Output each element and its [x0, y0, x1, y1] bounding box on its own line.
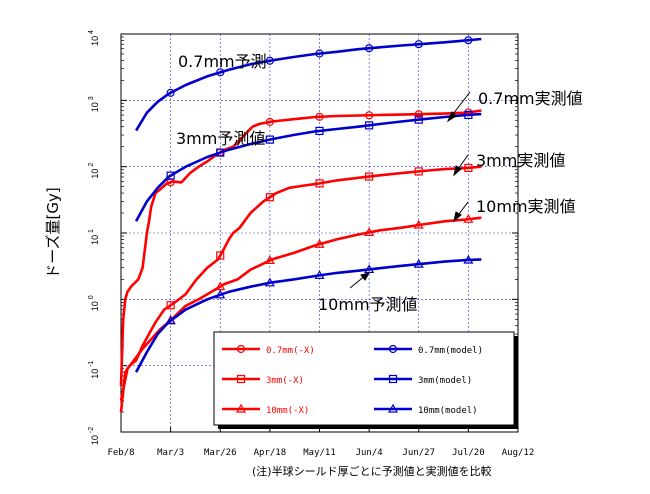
x-tick-label: May/11 — [303, 448, 336, 458]
y-tick-base: 10 — [90, 102, 100, 112]
y-tick-exponent: 2 — [88, 163, 95, 169]
y-tick-exponent: 0 — [88, 295, 95, 301]
series-3 — [136, 111, 481, 221]
y-tick-exponent: -1 — [88, 360, 95, 368]
x-tick-label: Feb/8 — [107, 448, 134, 458]
x-tick-label: Aug/12 — [502, 448, 535, 458]
y-tick-label: 10 0 — [88, 295, 100, 311]
y-tick-label: 10 1 — [88, 229, 100, 245]
legend-label: 3mm(model) — [418, 376, 472, 386]
y-tick-label: 10 -2 — [88, 427, 100, 445]
x-tick-label: Apr/18 — [254, 448, 287, 458]
y-tick-base: 10 — [90, 369, 100, 379]
annotation-10mm-prediction: 10mm予測値 — [318, 295, 418, 314]
y-tick-exponent: -2 — [88, 427, 95, 435]
y-tick-label: 10 3 — [88, 96, 100, 112]
x-tick-label: Jun/4 — [356, 448, 383, 458]
x-tick-label: Jun/27 — [402, 448, 435, 458]
y-tick-base: 10 — [90, 301, 100, 311]
x-tick-label: Jul/20 — [452, 448, 485, 458]
y-tick-exponent: 3 — [88, 96, 95, 102]
footnote: (注)半球シールド厚ごとに予測値と実測値を比較 — [252, 464, 492, 478]
legend-label: 0.7mm(model) — [418, 346, 483, 356]
legend-label: 10mm(-X) — [266, 406, 309, 416]
dose-chart: 10 410 310 210 110 010 -110 -2 Feb/8 Mar/… — [0, 0, 650, 494]
legend-label: 0.7mm(-X) — [266, 346, 315, 356]
y-tick-base: 10 — [90, 36, 100, 46]
y-axis-title: ドーズ量[Gy] — [44, 187, 62, 278]
arrowhead-10mm-prediction — [361, 273, 369, 280]
x-tick-label: Mar/3 — [157, 448, 184, 458]
legend-label: 10mm(model) — [418, 406, 478, 416]
y-tick-label: 10 4 — [88, 30, 100, 46]
x-tick-label: Mar/26 — [204, 448, 237, 458]
y-tick-label: 10 -1 — [88, 360, 100, 378]
y-tick-base: 10 — [90, 169, 100, 179]
annotation-10mm-measured: 10mm実測値 — [476, 197, 576, 216]
y-tick-base: 10 — [90, 235, 100, 245]
annotation-07mm-measured: 0.7mm実測値 — [478, 89, 583, 108]
annotation-07mm-prediction: 0.7mm予測 — [178, 52, 267, 71]
annotation-3mm-measured: 3mm実測値 — [476, 151, 565, 170]
annotation-3mm-prediction: 3mm予測値 — [176, 129, 265, 148]
legend: 0.7mm(-X) 0.7mm(model) 3mm(-X) 3mm(model) 10… — [214, 332, 518, 429]
y-tick-exponent: 1 — [88, 229, 95, 235]
y-tick-label: 10 2 — [88, 163, 100, 179]
y-tick-exponent: 4 — [88, 30, 95, 36]
legend-label: 3mm(-X) — [266, 376, 304, 386]
y-tick-base: 10 — [90, 435, 100, 445]
